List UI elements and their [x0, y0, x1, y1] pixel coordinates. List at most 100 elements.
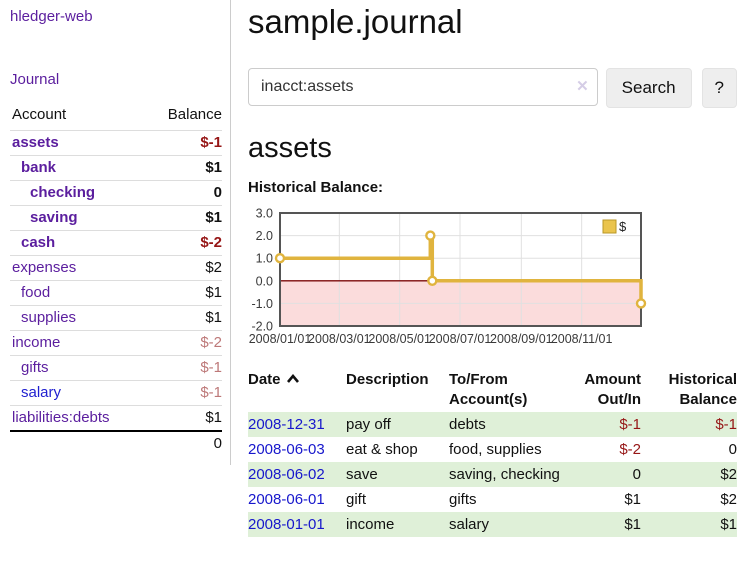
register-amount-cell: 0 — [632, 466, 641, 483]
search-input-wrap: ✕ — [248, 68, 598, 108]
account-name-cell: checking — [10, 180, 146, 206]
register-description-cell: pay off — [346, 416, 391, 433]
search-bar: ✕ Search ? — [248, 68, 737, 108]
accounts-table: Account Balance assets $-1 bank $1 checking 0… — [10, 102, 222, 456]
x-tick-label: 2008/07/01 — [429, 332, 492, 346]
account-balance: $1 — [145, 405, 222, 431]
account-name-cell: saving — [10, 205, 146, 231]
sort-ascending-icon — [286, 373, 299, 383]
account-name-cell: income — [10, 330, 146, 356]
plot-border — [279, 212, 642, 327]
register-description-cell: income — [346, 516, 395, 533]
register-balance-cell: $2 — [720, 466, 737, 483]
transaction-date-link[interactable]: 2008-06-01 — [248, 491, 325, 508]
register-balance-cell: 0 — [728, 441, 737, 458]
y-tick-label: 1.0 — [256, 252, 273, 266]
account-row: income $-2 — [10, 330, 222, 356]
y-tick-label: 0.0 — [256, 274, 273, 288]
x-tick-label: 2008/01/01 — [249, 332, 312, 346]
register-date-cell: 2008-06-01 — [248, 487, 346, 512]
register-date-cell: 2008-06-02 — [248, 462, 346, 487]
register-row: 2008-06-02 save saving, checking 0 $2 — [248, 462, 737, 487]
register-amount-cell: $-2 — [619, 441, 641, 458]
account-row: supplies $1 — [10, 305, 222, 331]
accounts-total-value: 0 — [145, 430, 222, 456]
data-point-marker — [635, 298, 647, 309]
register-amount-cell: $1 — [624, 516, 641, 533]
description-column-header: Description — [346, 371, 429, 388]
transaction-date-link[interactable]: 2008-06-02 — [248, 466, 325, 483]
chart-title: Historical Balance: — [248, 179, 384, 196]
account-link-cash[interactable]: cash — [21, 234, 56, 251]
register-description-cell: gift — [346, 491, 367, 508]
account-name-cell: assets — [10, 130, 146, 156]
balance-column-header: Balance — [167, 106, 222, 123]
main-content: sample.journal ✕ Search ? assets Histori… — [248, 0, 737, 537]
register-amount-cell: $1 — [624, 491, 641, 508]
brand-link[interactable]: hledger-web — [10, 8, 93, 25]
register-accounts-cell: saving, checking — [449, 466, 560, 483]
legend-swatch — [602, 219, 617, 234]
account-link-supplies[interactable]: supplies — [21, 309, 77, 326]
register-row: 2008-06-03 eat & shop food, supplies $-2 0 — [248, 437, 737, 462]
balance-column-header-register: Historical Balance — [668, 371, 737, 408]
search-input[interactable] — [248, 68, 598, 106]
account-name-cell: liabilities:debts — [10, 405, 146, 431]
register-accounts-cell: gifts — [449, 491, 477, 508]
date-column-header[interactable]: Date — [248, 368, 346, 412]
register-date-cell: 2008-12-31 — [248, 412, 346, 437]
register-amount-cell: $-1 — [619, 416, 641, 433]
account-row: liabilities:debts $1 — [10, 405, 222, 431]
transaction-date-link[interactable]: 2008-06-03 — [248, 441, 325, 458]
x-tick-label: 2008/09/01 — [490, 332, 553, 346]
y-tick-label: -1.0 — [251, 297, 273, 311]
account-balance: $-2 — [145, 330, 222, 356]
register-balance-cell: $1 — [720, 516, 737, 533]
account-link-expenses[interactable]: expenses — [12, 259, 77, 276]
data-point-marker — [274, 253, 286, 264]
account-link-gifts[interactable]: gifts — [21, 359, 49, 376]
y-tick-label: 3.0 — [256, 207, 273, 221]
account-link-bank[interactable]: bank — [21, 159, 57, 176]
account-balance: $1 — [145, 305, 222, 331]
y-tick-label: -2.0 — [251, 320, 273, 334]
register-description-cell: eat & shop — [346, 441, 418, 458]
account-link-food[interactable]: food — [21, 284, 51, 301]
account-row: assets $-1 — [10, 130, 222, 156]
page-title: sample.journal — [248, 3, 463, 40]
account-balance: $-2 — [145, 230, 222, 256]
date-header-label: Date — [248, 371, 281, 388]
account-row: bank $1 — [10, 155, 222, 181]
register-balance-cell: $-1 — [715, 416, 737, 433]
account-name-cell: expenses — [10, 255, 146, 281]
help-button[interactable]: ? — [701, 68, 737, 108]
clear-search-icon[interactable]: ✕ — [576, 78, 589, 95]
account-balance: 0 — [145, 180, 222, 206]
account-link-saving[interactable]: saving — [30, 209, 78, 226]
account-link-assets[interactable]: assets — [12, 134, 59, 151]
account-name-cell: supplies — [10, 305, 146, 331]
register-accounts-cell: food, supplies — [449, 441, 542, 458]
search-button[interactable]: Search — [605, 68, 692, 108]
transaction-date-link[interactable]: 2008-12-31 — [248, 416, 325, 433]
transaction-date-link[interactable]: 2008-01-01 — [248, 516, 325, 533]
register-accounts-cell: debts — [449, 416, 486, 433]
account-link-liabilities-debts[interactable]: liabilities:debts — [12, 409, 110, 426]
account-heading: assets — [248, 132, 332, 164]
account-link-income[interactable]: income — [12, 334, 61, 351]
register-description-cell: save — [346, 466, 378, 483]
accounts-header-row: Account Balance — [10, 102, 222, 131]
register-row: 2008-01-01 income salary $1 $1 — [248, 512, 737, 537]
journal-link[interactable]: Journal — [10, 71, 60, 88]
register-date-cell: 2008-06-03 — [248, 437, 346, 462]
x-tick-label: 2008/11/01 — [551, 332, 613, 346]
legend-label: $ — [619, 219, 627, 234]
register-balance-cell: $2 — [720, 491, 737, 508]
account-name-cell: bank — [10, 155, 146, 181]
account-name-cell: cash — [10, 230, 146, 256]
account-name-cell: gifts — [10, 355, 146, 381]
account-name-cell: food — [10, 280, 146, 306]
account-link-checking[interactable]: checking — [30, 184, 96, 201]
account-link-salary[interactable]: salary — [21, 384, 62, 401]
account-row: cash $-2 — [10, 230, 222, 256]
